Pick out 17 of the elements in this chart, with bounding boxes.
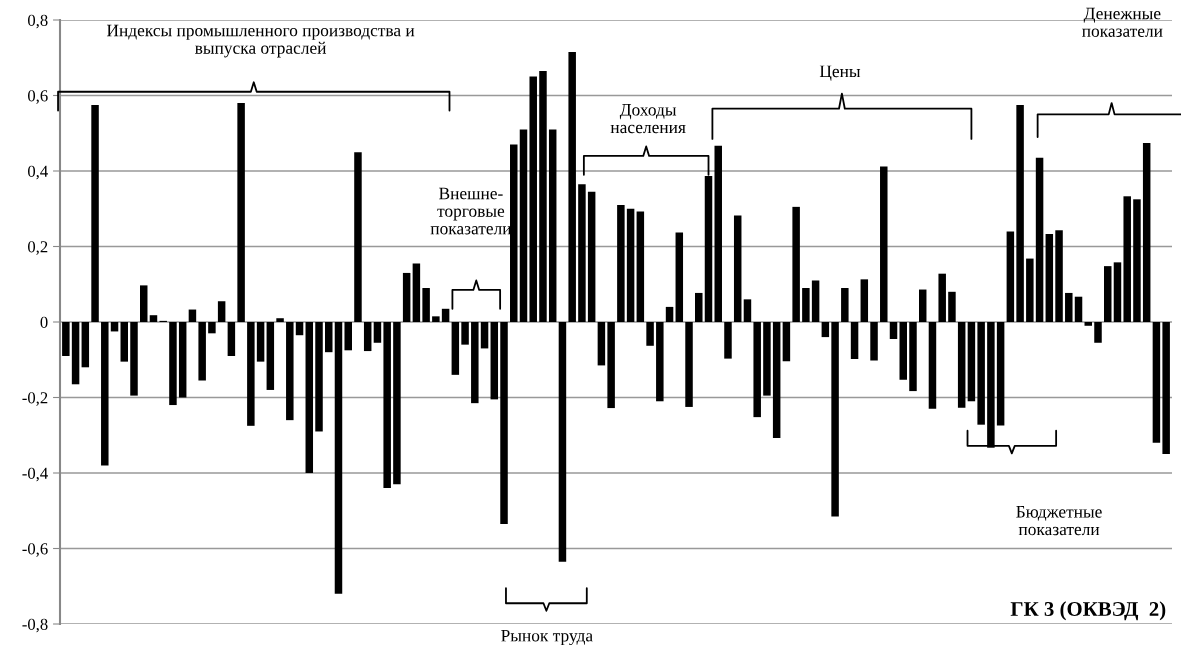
annotation: Денежные показатели [1082, 7, 1163, 37]
annotation: Внешне- торговые показатели [430, 187, 512, 235]
y-tick-label: 0,6 [28, 90, 48, 104]
annotation: Цены [819, 65, 861, 81]
annotation: Доходы населения [610, 104, 686, 134]
annotation: Индексы промышленного производства и выпуска отраслей [106, 24, 415, 58]
y-tick-label: 0,2 [28, 241, 48, 255]
y-tick-label: 0 [40, 316, 48, 328]
y-tick-label: 0,8 [28, 14, 48, 29]
y-tick-label: -0,8 [22, 618, 48, 633]
y-tick-label: -0,2 [22, 392, 48, 406]
y-tick-label: -0,6 [22, 543, 48, 557]
text: ГК 3 (ОКВЭД 2) [1010, 601, 1166, 621]
y-tick-label: -0,4 [22, 467, 48, 482]
annotation: Бюджетные показатели [1016, 506, 1102, 536]
text: Рынок труда [501, 629, 593, 646]
y-tick-label: 0,4 [28, 165, 48, 180]
